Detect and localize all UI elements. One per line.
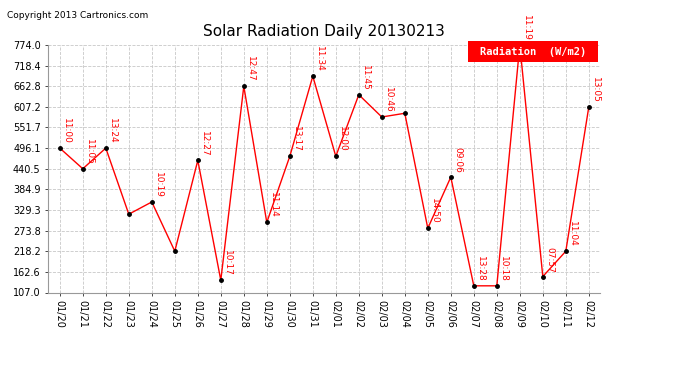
Title: Solar Radiation Daily 20130213: Solar Radiation Daily 20130213: [204, 24, 445, 39]
Text: 07:57: 07:57: [545, 246, 554, 272]
Text: 11:00: 11:00: [62, 118, 71, 144]
Text: 10:18: 10:18: [500, 256, 509, 282]
Text: 13:17: 13:17: [293, 126, 302, 152]
Text: 11:34: 11:34: [315, 46, 324, 72]
Text: 12:27: 12:27: [200, 130, 209, 156]
Text: Copyright 2013 Cartronics.com: Copyright 2013 Cartronics.com: [7, 11, 148, 20]
Text: 12:00: 12:00: [338, 126, 347, 152]
Text: 10:17: 10:17: [224, 250, 233, 276]
Text: 12:47: 12:47: [246, 57, 255, 82]
Text: 11:45: 11:45: [362, 65, 371, 90]
Text: 11:04: 11:04: [569, 221, 578, 247]
Text: 13:05: 13:05: [591, 77, 600, 103]
Text: 11:19: 11:19: [522, 15, 531, 41]
Text: 13:24: 13:24: [108, 118, 117, 144]
Text: 14:50: 14:50: [431, 198, 440, 224]
Text: 11:05: 11:05: [86, 139, 95, 165]
Text: 10:19: 10:19: [155, 172, 164, 198]
Text: 11:14: 11:14: [269, 192, 278, 218]
Text: 10:46: 10:46: [384, 87, 393, 113]
Text: 09:06: 09:06: [453, 147, 462, 173]
Text: 13:28: 13:28: [476, 256, 485, 282]
